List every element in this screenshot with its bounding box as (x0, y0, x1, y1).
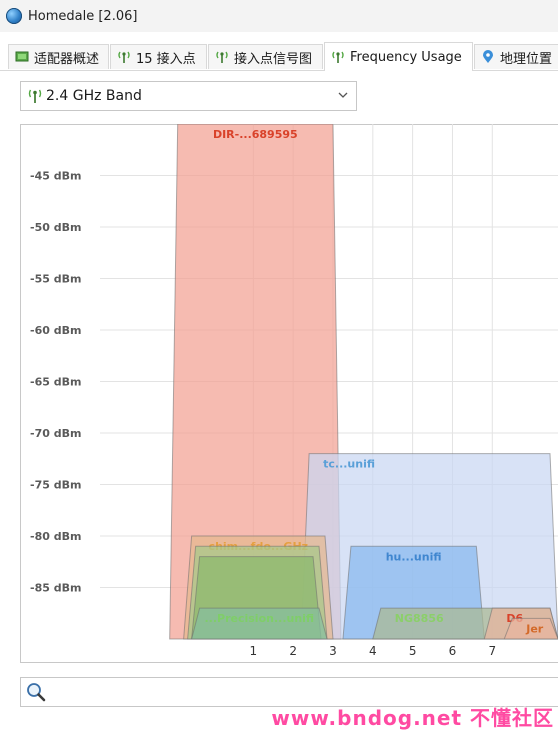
chevron-down-icon (338, 92, 348, 98)
band-select[interactable]: 2.4 GHz Band (20, 81, 357, 111)
y-tick-label: -45 dBm (30, 170, 81, 183)
series-label-0: DIR-...689595 (213, 128, 298, 141)
series-label-1: tc...unifi (323, 458, 375, 471)
series-label-6: NG8856 (395, 612, 444, 625)
series-label-8: Jer (525, 622, 544, 635)
window-title: Homedale [2.06] (28, 8, 138, 24)
antenna-icon (331, 50, 345, 64)
site-watermark: www.bndog.net 不懂社区 (271, 706, 554, 730)
y-tick-label: -65 dBm (30, 376, 81, 389)
y-tick-label: -50 dBm (30, 221, 81, 234)
series-label-9: ...Precision...unifi (204, 612, 314, 625)
x-tick-label: 2 (289, 644, 297, 658)
y-tick-label: -85 dBm (30, 582, 81, 595)
magnifier-icon (27, 683, 46, 702)
x-tick-label: 3 (329, 644, 337, 658)
y-tick-label: -75 dBm (30, 479, 81, 492)
x-tick-label: 7 (488, 644, 496, 658)
series-area-9 (190, 607, 328, 640)
antenna-icon (215, 50, 229, 64)
globe-app-icon (6, 8, 22, 24)
antenna-icon (28, 89, 42, 103)
location-pin-icon (481, 50, 495, 64)
search-bar (20, 677, 558, 707)
y-tick-label: -80 dBm (30, 530, 81, 543)
tab-access-points[interactable]: 15 接入点 (110, 44, 207, 69)
frequency-usage-chart: DIR-...689595tc...unifichim...fdo...GHzh… (30, 124, 558, 658)
x-tick-label: 6 (449, 644, 457, 658)
y-tick-label: -55 dBm (30, 273, 81, 286)
tab-adapter-overview[interactable]: 适配器概述 (8, 44, 109, 69)
tab-bar: 适配器概述 15 接入点 接入点信号图 Frequency Usage 地理位置 (0, 42, 558, 71)
x-tick-label: 4 (369, 644, 377, 658)
series-label-3: hu...unifi (386, 550, 442, 563)
x-tick-label: 1 (250, 644, 258, 658)
tab-ap-signal-graph[interactable]: 接入点信号图 (208, 44, 323, 69)
x-tick-label: 5 (409, 644, 417, 658)
series-area-8 (503, 617, 558, 640)
flag-icon (15, 50, 29, 64)
antenna-icon (117, 50, 131, 64)
band-select-value: 2.4 GHz Band (46, 88, 142, 104)
tab-frequency-usage[interactable]: Frequency Usage (324, 42, 473, 71)
y-tick-label: -60 dBm (30, 324, 81, 337)
search-input[interactable] (51, 681, 555, 705)
title-bar: Homedale [2.06] (0, 0, 558, 32)
tab-geo-location[interactable]: 地理位置 (474, 44, 558, 69)
y-tick-label: -70 dBm (30, 427, 81, 440)
